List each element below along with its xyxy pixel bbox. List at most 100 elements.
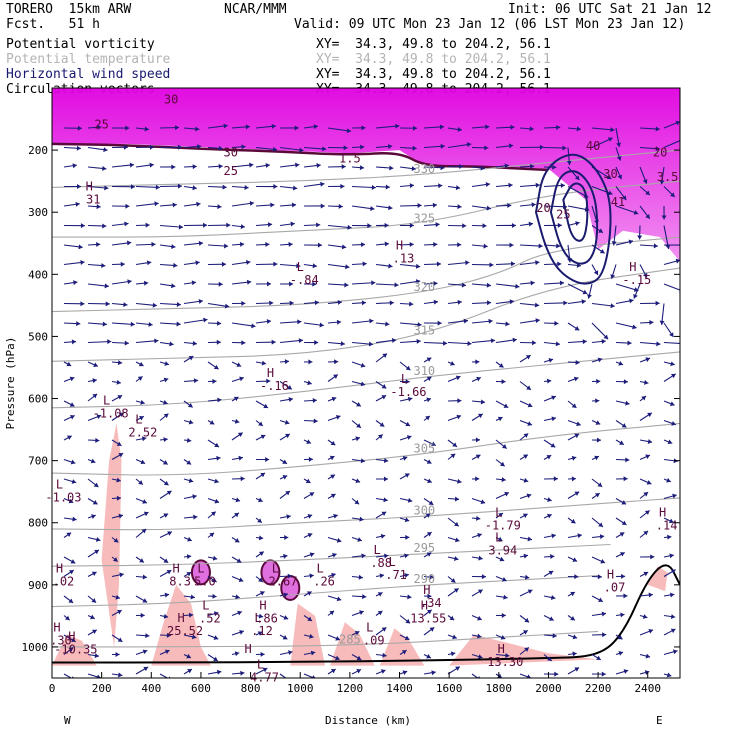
theta-contour-line <box>52 236 680 313</box>
extremum-marker: H <box>396 238 403 252</box>
circulation-vector-head <box>556 124 561 130</box>
circulation-vector-head <box>527 536 532 542</box>
circulation-vector-head <box>223 243 229 249</box>
circulation-vector-head <box>175 125 180 131</box>
extremum-value: .14 <box>656 519 678 533</box>
circulation-vector-head <box>643 530 649 536</box>
circulation-vector-head <box>454 496 460 502</box>
circulation-vector-head <box>570 615 575 621</box>
circulation-vector-head <box>101 263 106 269</box>
circulation-vector-head <box>164 361 169 366</box>
circulation-vector-head <box>535 318 540 324</box>
pv-contour-label: 40 <box>586 139 600 153</box>
extremum-marker: L <box>374 543 381 557</box>
circulation-vector-head <box>571 403 577 408</box>
circulation-vector-head <box>644 670 650 675</box>
circulation-vector-head <box>575 221 580 226</box>
circulation-vector-head <box>163 513 169 518</box>
circulation-vector-head <box>526 385 531 390</box>
circulation-vector-head <box>671 420 676 426</box>
circulation-vector-head <box>560 183 565 189</box>
circulation-vector-head <box>140 612 145 618</box>
y-tick-label: 900 <box>28 579 48 592</box>
circulation-vector-head <box>550 595 556 600</box>
circulation-vector-head <box>330 669 336 674</box>
circulation-vector-head <box>273 261 278 267</box>
circulation-vector-head <box>644 510 650 515</box>
circulation-vector-head <box>93 482 99 488</box>
circulation-vector-head <box>574 667 580 672</box>
circulation-vector-head <box>476 515 481 521</box>
extremum-marker: H <box>259 599 266 613</box>
circulation-vector-head <box>212 555 218 561</box>
circulation-vector-head <box>384 222 389 228</box>
circulation-vector-head <box>330 493 336 499</box>
circulation-vector-head <box>370 206 375 211</box>
circulation-vector-head <box>249 200 254 206</box>
circulation-vector-head <box>138 480 143 485</box>
circulation-vector-head <box>287 573 292 579</box>
circulation-vector-head <box>263 403 268 409</box>
circulation-vector-head <box>515 283 520 289</box>
circulation-vector-head <box>172 202 177 208</box>
theta-contour-line <box>52 149 680 188</box>
circulation-vector-head <box>80 260 85 265</box>
circulation-vector-head <box>67 435 72 440</box>
circulation-vector-head <box>382 652 387 658</box>
circulation-vector <box>159 673 169 678</box>
circulation-vector-head <box>645 214 650 219</box>
circulation-vector-head <box>309 573 314 579</box>
circulation-vector-head <box>429 574 434 580</box>
circulation-vector-head <box>143 666 149 672</box>
circulation-vector-head <box>381 395 387 400</box>
theta-contour-label: 305 <box>413 441 435 455</box>
circulation-vector-head <box>417 203 422 209</box>
x-tick-label: 200 <box>92 682 112 695</box>
circulation-vector-head <box>382 353 388 358</box>
circulation-vector-head <box>308 456 313 462</box>
extremum-marker: L <box>366 620 373 634</box>
circulation-vector-head <box>554 671 559 677</box>
circulation-vector-head <box>572 634 578 640</box>
circulation-vector-head <box>75 201 80 207</box>
circulation-vector-head <box>547 513 552 519</box>
extremum-marker: H <box>172 561 179 575</box>
extremum-marker: L <box>202 599 209 613</box>
circulation-vector-head <box>621 520 627 525</box>
circulation-vector-head <box>383 497 388 503</box>
circulation-vector-head <box>457 398 462 404</box>
legend-wind-name: Horizontal wind speed <box>6 67 171 82</box>
circulation-vector-head <box>501 576 507 582</box>
circulation-vector-head <box>239 241 245 247</box>
x-tick-label: 600 <box>191 682 211 695</box>
extremum-marker: L <box>257 658 264 672</box>
circulation-vector-head <box>344 282 349 288</box>
circulation-vector-head <box>645 357 651 362</box>
circulation-vector-head <box>655 146 660 152</box>
circulation-vector-head <box>102 165 107 171</box>
circulation-vector-head <box>575 359 580 365</box>
circulation-vector-head <box>404 572 409 578</box>
theta-contour-label: 295 <box>413 541 435 555</box>
circulation-vector-head <box>505 321 510 327</box>
circulation-vector-head <box>171 244 176 250</box>
circulation-vector-head <box>91 598 97 603</box>
circulation-vector-head <box>241 144 246 150</box>
circulation-vector-head <box>216 669 222 675</box>
extremum-marker: H <box>423 583 430 597</box>
circulation-vector-head <box>361 553 366 559</box>
extremum-marker: L <box>495 530 502 544</box>
circulation-vector-head <box>598 228 603 233</box>
circulation-vector-head <box>675 258 680 264</box>
circulation-vector-head <box>566 160 572 166</box>
circulation-vector-head <box>214 478 219 484</box>
circulation-vector-head <box>547 656 552 661</box>
pv-contour-label: 20 <box>536 201 550 215</box>
circulation-vector-head <box>192 164 197 170</box>
circulation-vector-head <box>463 318 468 324</box>
circulation-vector-head <box>607 190 613 196</box>
x-tick-label: 1200 <box>337 682 364 695</box>
circulation-vector-head <box>193 514 198 520</box>
circulation-vector-head <box>258 421 263 426</box>
circulation-vector-head <box>598 522 603 527</box>
